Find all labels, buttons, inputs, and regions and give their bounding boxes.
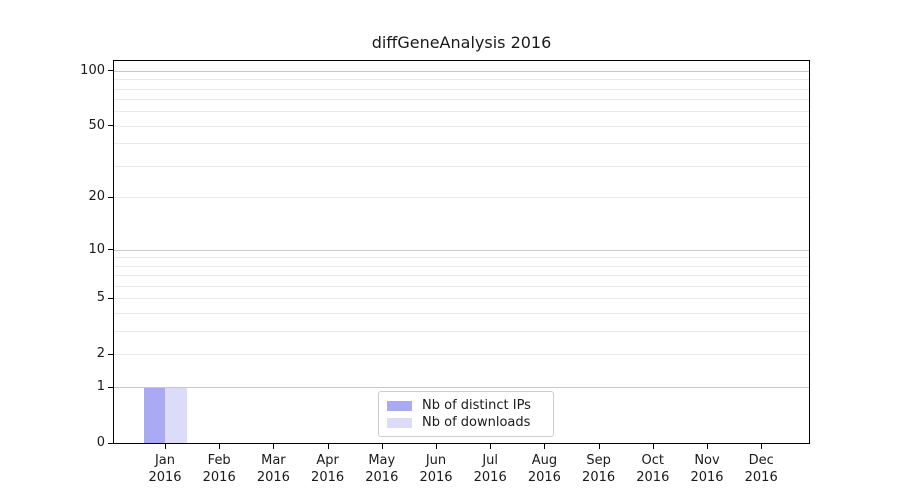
- gridline-y-5: [114, 298, 809, 300]
- x-tick-jun: [436, 444, 437, 449]
- y-tick-5: [108, 297, 113, 299]
- plot-area: [113, 60, 810, 444]
- x-tick-label-mar: Mar 2016: [256, 453, 290, 485]
- y-tick-20: [108, 196, 113, 198]
- x-tick-label-oct: Oct 2016: [636, 453, 670, 485]
- y-tick-2: [108, 353, 113, 355]
- legend: Nb of distinct IPs Nb of downloads: [378, 391, 554, 437]
- x-tick-aug: [544, 444, 546, 449]
- gridline-y-70: [114, 99, 809, 101]
- gridline-y-20: [114, 197, 809, 199]
- legend-entry-downloads: Nb of downloads: [387, 414, 544, 431]
- x-tick-label-jun: Jun 2016: [419, 453, 453, 485]
- y-tick-label-0: 0: [96, 435, 105, 450]
- gridline-y-30: [114, 166, 809, 168]
- x-tick-oct: [652, 444, 654, 449]
- x-tick-label-nov: Nov 2016: [690, 453, 724, 485]
- gridline-y-4: [114, 313, 809, 315]
- gridline-y-60: [114, 111, 809, 113]
- x-tick-label-jan: Jan 2016: [148, 453, 182, 485]
- x-tick-label-sep: Sep 2016: [582, 453, 616, 485]
- x-tick-sep: [598, 444, 600, 449]
- y-tick-label-100: 100: [80, 62, 105, 78]
- y-tick-100: [108, 70, 113, 72]
- legend-swatch-downloads: [387, 417, 412, 428]
- bar-distinct-ips-jan: [143, 387, 165, 443]
- gridline-y-90: [114, 79, 809, 81]
- x-tick-mar: [273, 444, 275, 449]
- x-tick-label-dec: Dec 2016: [744, 453, 778, 485]
- legend-entry-distinct-ips: Nb of distinct IPs: [387, 397, 544, 414]
- y-tick-label-50: 50: [88, 117, 105, 133]
- legend-swatch-distinct-ips: [387, 400, 412, 411]
- gridline-y-8: [114, 265, 809, 267]
- x-tick-jan: [165, 444, 166, 449]
- gridline-y-10: [114, 249, 809, 251]
- gridline-y-100: [114, 70, 809, 72]
- gridline-y-3: [114, 331, 809, 333]
- y-tick-label-20: 20: [88, 189, 105, 205]
- legend-label-distinct-ips: Nb of distinct IPs: [422, 398, 531, 413]
- y-tick-label-5: 5: [96, 290, 105, 306]
- legend-label-downloads: Nb of downloads: [422, 415, 531, 430]
- x-tick-nov: [707, 444, 708, 449]
- x-tick-label-apr: Apr 2016: [311, 453, 345, 485]
- gridline-y-80: [114, 88, 809, 90]
- y-tick-1: [108, 386, 113, 388]
- x-tick-label-may: May 2016: [365, 453, 399, 485]
- y-tick-10: [108, 249, 113, 251]
- y-tick-label-2: 2: [96, 346, 105, 362]
- gridline-y-7: [114, 275, 809, 277]
- x-tick-feb: [219, 444, 221, 449]
- x-tick-apr: [327, 444, 329, 449]
- gridline-y-1: [114, 387, 809, 389]
- gridline-y-50: [114, 125, 809, 127]
- gridline-y-2: [114, 354, 809, 356]
- x-tick-dec: [761, 444, 763, 449]
- gridline-y-9: [114, 257, 809, 259]
- gridline-y-40: [114, 143, 809, 145]
- y-tick-label-1: 1: [96, 379, 105, 395]
- gridline-y-6: [114, 286, 809, 288]
- x-tick-label-aug: Aug 2016: [527, 453, 561, 485]
- y-tick-50: [108, 125, 113, 127]
- y-tick-0: [108, 442, 113, 444]
- x-tick-label-feb: Feb 2016: [202, 453, 236, 485]
- y-tick-label-10: 10: [88, 241, 105, 257]
- x-tick-may: [381, 444, 383, 449]
- x-tick-jul: [490, 444, 492, 449]
- x-tick-label-jul: Jul 2016: [473, 453, 507, 485]
- chart-title: diffGeneAnalysis 2016: [371, 33, 552, 52]
- bar-downloads-jan: [165, 387, 187, 443]
